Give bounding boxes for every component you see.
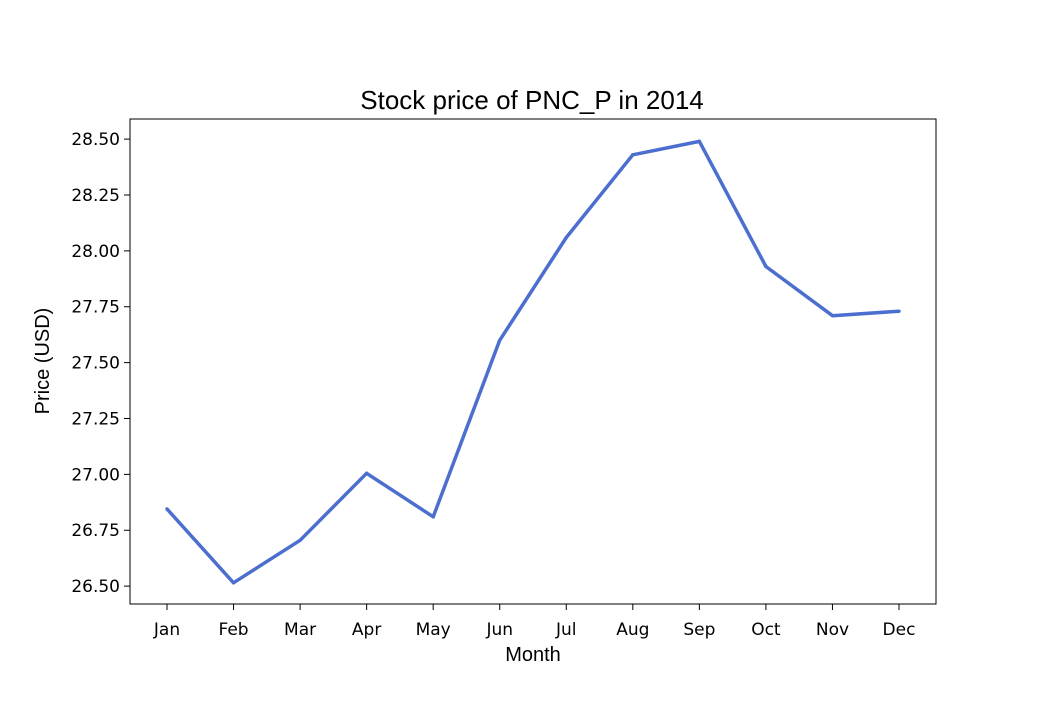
plot-frame — [129, 118, 937, 605]
y-axis: 26.50 26.75 27.00 27.25 27.50 27.75 28.00 28.25… — [71, 130, 130, 597]
y-tick-label: 27.00 — [71, 465, 120, 485]
data-point — [165, 507, 169, 511]
x-tick-label: Mar — [284, 620, 316, 640]
x-axis-label: Month — [505, 644, 561, 666]
data-point — [897, 309, 901, 313]
data-point — [764, 264, 768, 269]
data-point — [364, 471, 369, 475]
x-axis: Jan Feb Mar Apr May Jun Jul Aug Sep Oct Nov Dec — [153, 604, 916, 640]
chart-title: Stock price of PNC_P in 2014 — [360, 85, 703, 115]
x-tick-label: Oct — [751, 620, 781, 640]
data-point — [298, 538, 302, 543]
x-tick-label: Jul — [555, 620, 577, 640]
data-point — [231, 581, 236, 585]
y-tick-label: 28.25 — [71, 186, 120, 206]
series-line — [165, 139, 900, 585]
x-tick-label: May — [416, 620, 451, 640]
y-tick-label: 27.50 — [71, 354, 120, 374]
data-point — [564, 235, 568, 240]
x-tick-label: Sep — [683, 620, 715, 640]
y-tick-label: 27.25 — [71, 409, 120, 429]
data-point — [631, 153, 635, 157]
y-axis-label: Price (USD) — [32, 308, 54, 415]
series-group — [165, 139, 901, 585]
y-tick-label: 26.75 — [71, 521, 120, 541]
x-tick-label: Aug — [616, 620, 649, 640]
x-tick-label: Jan — [153, 620, 180, 640]
x-tick-label: Feb — [218, 620, 248, 640]
y-tick-label: 28.00 — [71, 242, 120, 262]
y-tick-label: 27.75 — [71, 298, 120, 318]
x-tick-label: Dec — [883, 620, 916, 640]
y-tick-label: 28.50 — [71, 130, 120, 150]
data-point — [697, 139, 702, 144]
data-point — [498, 338, 502, 342]
plot-area — [129, 118, 937, 605]
x-tick-label: Apr — [352, 620, 381, 640]
x-tick-label: Nov — [816, 620, 849, 640]
data-point — [431, 515, 435, 519]
y-tick-label: 26.50 — [71, 577, 120, 597]
x-tick-label: Jun — [485, 620, 513, 640]
data-point — [830, 313, 835, 318]
